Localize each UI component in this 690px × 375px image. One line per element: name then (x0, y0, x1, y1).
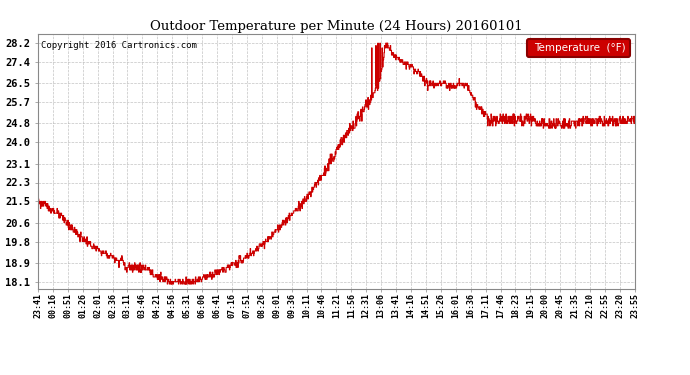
Title: Outdoor Temperature per Minute (24 Hours) 20160101: Outdoor Temperature per Minute (24 Hours… (150, 20, 523, 33)
Legend: Temperature  (°F): Temperature (°F) (526, 39, 629, 57)
Text: Copyright 2016 Cartronics.com: Copyright 2016 Cartronics.com (41, 41, 197, 50)
